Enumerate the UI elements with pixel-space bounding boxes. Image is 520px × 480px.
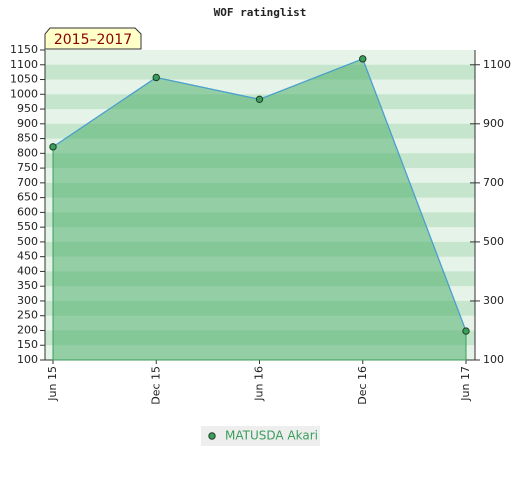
marker [255, 95, 264, 104]
y-tick-label: 1150 [10, 43, 38, 56]
y-tick-label: 250 [17, 309, 38, 322]
y-tick-label: 400 [17, 264, 38, 277]
annotation: 2015–2017 [54, 32, 132, 48]
y-tick-label: 750 [17, 161, 38, 174]
legend-marker [208, 432, 216, 440]
annotation-badge: 2015–2017 [44, 27, 142, 50]
y-tick-label: 500 [17, 235, 38, 248]
y2-tick-label: 100 [483, 353, 504, 366]
legend: MATUSDA Akari [201, 426, 320, 446]
x-tick-label: Jun 16 [253, 366, 266, 402]
y2-tick-label: 300 [483, 294, 504, 307]
y-tick-label: 950 [17, 102, 38, 115]
y-tick-label: 850 [17, 132, 38, 145]
y2-tick-label: 700 [483, 176, 504, 189]
y-tick-label: 200 [17, 323, 38, 336]
y2-tick-label: 500 [483, 235, 504, 248]
y-tick-label: 1100 [10, 58, 38, 71]
y-tick-label: 550 [17, 220, 38, 233]
x-tick-label: Dec 16 [356, 366, 369, 405]
y-tick-label: 650 [17, 191, 38, 204]
x-tick-label: Dec 15 [149, 366, 162, 405]
y-tick-label: 1000 [10, 87, 38, 100]
marker [462, 327, 470, 335]
y-tick-label: 300 [17, 294, 38, 307]
y-tick-label: 1050 [10, 73, 38, 86]
y-tick-label: 900 [17, 117, 38, 130]
legend-box [201, 426, 320, 446]
y-tick-label: 100 [17, 353, 38, 366]
y-tick-label: 350 [17, 279, 38, 292]
y2-tick-label: 1100 [483, 58, 511, 71]
x-tick-label: Jun 17 [459, 366, 472, 402]
marker [49, 143, 57, 151]
y-tick-label: 700 [17, 176, 38, 189]
y-tick-label: 450 [17, 250, 38, 263]
marker [152, 73, 160, 82]
y-tick-label: 600 [17, 205, 38, 218]
y2-tick-label: 900 [483, 117, 504, 130]
y-tick-label: 150 [17, 338, 38, 351]
x-tick-label: Jun 15 [46, 366, 59, 402]
chart-title: WOF ratinglist [214, 6, 307, 19]
y-tick-label: 800 [17, 146, 38, 159]
marker [359, 55, 367, 63]
legend-label: MATUSDA Akari [225, 429, 318, 443]
